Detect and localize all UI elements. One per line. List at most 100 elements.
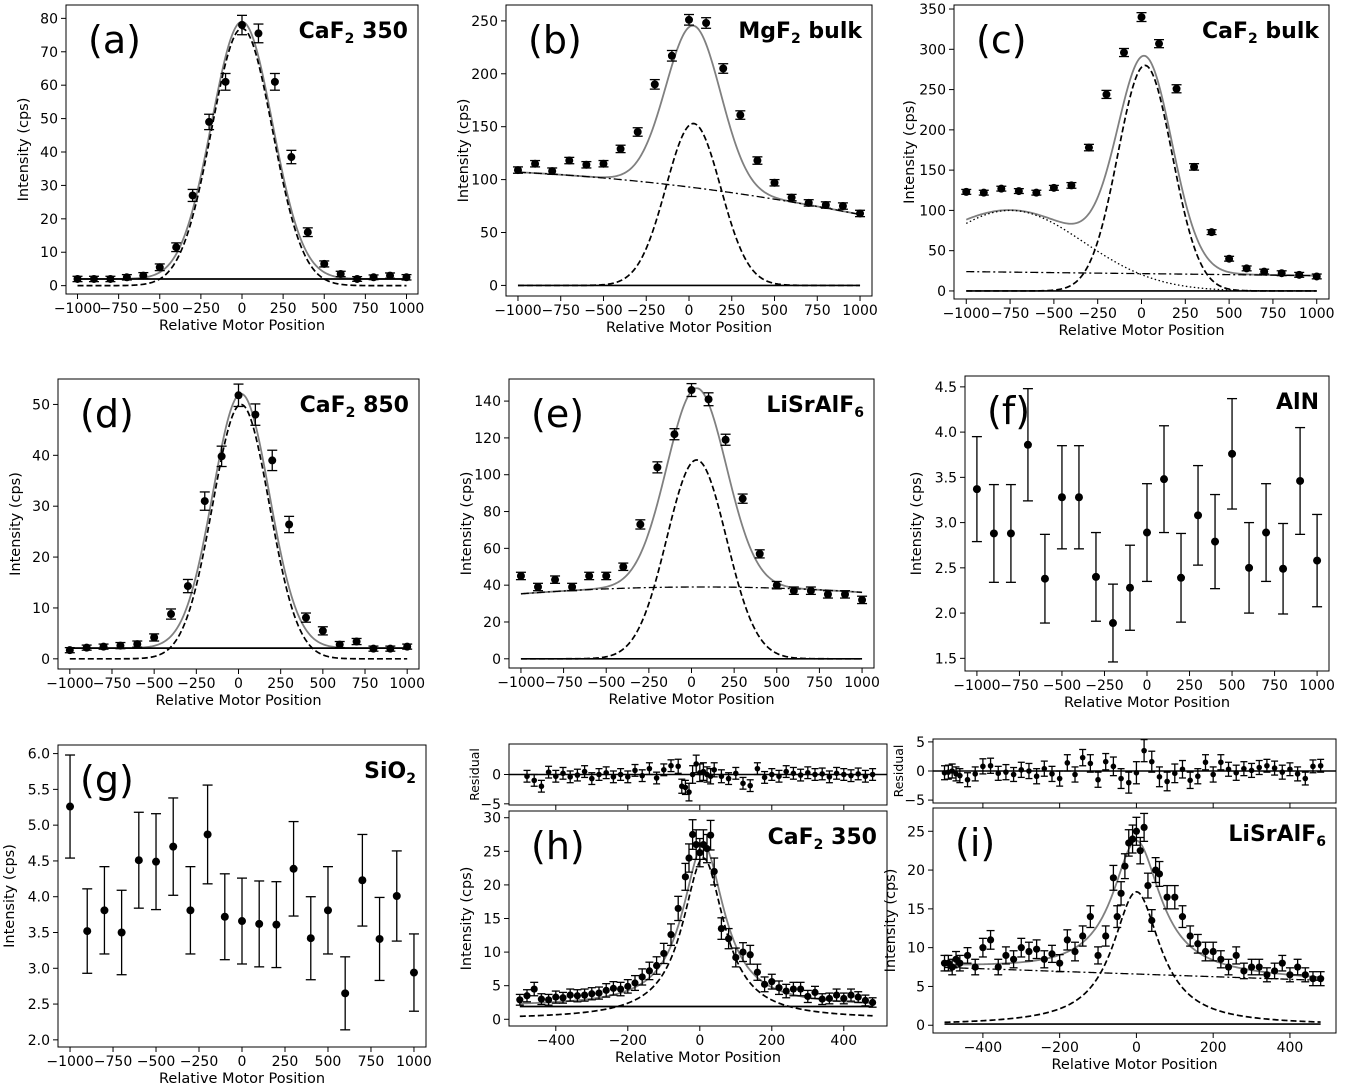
data-point bbox=[1024, 441, 1032, 449]
data-point bbox=[1143, 529, 1151, 537]
data-point bbox=[74, 275, 82, 283]
y-tick-label: 2.5 bbox=[935, 561, 957, 577]
panel-title-subscript: 2 bbox=[814, 837, 824, 853]
residual-data-point bbox=[625, 774, 631, 780]
data-point bbox=[271, 78, 279, 86]
data-point bbox=[1279, 565, 1287, 573]
data-point bbox=[376, 935, 384, 943]
panel-title-subscript: 2 bbox=[791, 31, 801, 47]
data-point bbox=[133, 640, 141, 648]
data-point bbox=[602, 572, 610, 580]
data-point bbox=[353, 638, 361, 646]
residual-data-point bbox=[988, 763, 994, 769]
residual-data-point bbox=[546, 769, 552, 775]
data-point bbox=[585, 572, 593, 580]
data-point bbox=[1202, 948, 1209, 955]
y-tick-label: 3.0 bbox=[28, 961, 50, 977]
data-point bbox=[1240, 967, 1247, 974]
y-tick-label: 150 bbox=[919, 163, 946, 179]
residual-data-point bbox=[769, 772, 775, 778]
y-tick-label: 80 bbox=[483, 505, 501, 521]
residual-data-point bbox=[848, 773, 854, 779]
y-tick-label: 4.5 bbox=[935, 380, 957, 396]
data-point bbox=[995, 963, 1002, 970]
panel-title-subscript: 6 bbox=[854, 405, 864, 421]
data-point bbox=[538, 996, 545, 1003]
data-point bbox=[1233, 952, 1240, 959]
panel-letter: (d) bbox=[80, 392, 134, 436]
residual-data-point bbox=[582, 769, 588, 775]
panel-a: −1000−750 −500 −250 0 250 500 750 1000010203040… bbox=[16, 5, 424, 334]
panel-title-main: CaF bbox=[768, 825, 814, 850]
data-point bbox=[204, 830, 212, 838]
x-tick-label: 500 bbox=[309, 676, 336, 692]
data-point bbox=[790, 587, 798, 595]
x-tick-label: 250 bbox=[718, 303, 745, 319]
y-tick-label: 0 bbox=[41, 652, 50, 668]
data-point bbox=[788, 194, 796, 202]
x-tick-label: 0 bbox=[685, 303, 694, 319]
y-tick-label: 10 bbox=[40, 245, 58, 261]
data-point bbox=[1296, 477, 1304, 485]
x-tick-label: −500 bbox=[137, 1054, 175, 1070]
data-point bbox=[66, 803, 74, 811]
data-point bbox=[675, 905, 682, 912]
data-point bbox=[1286, 971, 1293, 978]
residual-data-point bbox=[819, 771, 825, 777]
x-tick-label: 400 bbox=[1277, 1040, 1304, 1056]
residual-data-point bbox=[863, 773, 869, 779]
residual-data-point bbox=[1256, 765, 1262, 771]
x-axis-label: Relative Motor Position bbox=[606, 320, 772, 336]
data-point bbox=[116, 642, 124, 650]
y-tick-label: 20 bbox=[40, 212, 58, 228]
data-point bbox=[370, 273, 378, 281]
y-axis-label: Intensity (cps) bbox=[902, 100, 918, 204]
data-point bbox=[251, 411, 259, 419]
data-point bbox=[1050, 184, 1058, 192]
x-tick-label: −250 bbox=[1078, 306, 1116, 322]
residual-data-point bbox=[995, 771, 1001, 777]
data-point bbox=[1041, 956, 1048, 963]
data-point bbox=[839, 202, 847, 210]
y-tick-label: 25 bbox=[483, 844, 501, 860]
data-point bbox=[693, 841, 700, 848]
data-point bbox=[1129, 835, 1136, 842]
residual-data-point bbox=[654, 775, 660, 781]
data-point bbox=[369, 645, 377, 653]
data-point bbox=[1179, 913, 1186, 920]
residual-data-point bbox=[812, 772, 818, 778]
residual-data-point bbox=[740, 780, 746, 786]
data-point bbox=[1110, 874, 1117, 881]
residual-data-point bbox=[1049, 771, 1055, 777]
panel-title-main: CaF bbox=[1202, 19, 1248, 44]
y-tick-label: 140 bbox=[474, 394, 501, 410]
y-tick-label: 50 bbox=[32, 397, 50, 413]
x-tick-label: −1000 bbox=[494, 303, 541, 319]
data-point bbox=[574, 992, 581, 999]
data-point bbox=[754, 969, 761, 976]
y-tick-label: 70 bbox=[40, 45, 58, 61]
residual-data-point bbox=[762, 775, 768, 781]
data-point bbox=[568, 583, 576, 591]
residual-data-point bbox=[733, 771, 739, 777]
panel-title: CaF2 850 bbox=[300, 393, 409, 421]
y-tick-label: 50 bbox=[40, 112, 58, 128]
x-tick-label: −400 bbox=[537, 1033, 575, 1049]
x-tick-label: 0 bbox=[238, 1054, 247, 1070]
data-point bbox=[1317, 975, 1324, 982]
y-tick-label: 60 bbox=[40, 78, 58, 94]
y-tick-label: 15 bbox=[483, 912, 501, 928]
data-point bbox=[302, 614, 310, 622]
x-tick-label: 750 bbox=[806, 675, 833, 691]
data-point bbox=[1225, 963, 1232, 970]
x-tick-label: 500 bbox=[1219, 678, 1246, 694]
data-point bbox=[1243, 264, 1251, 272]
data-point bbox=[1075, 493, 1083, 501]
data-point bbox=[1295, 271, 1303, 279]
data-point bbox=[1087, 913, 1094, 920]
data-point bbox=[1217, 956, 1224, 963]
x-tick-label: 1000 bbox=[844, 675, 880, 691]
data-point bbox=[990, 529, 998, 537]
x-tick-label: 750 bbox=[352, 301, 379, 317]
residual-data-point bbox=[755, 766, 761, 772]
